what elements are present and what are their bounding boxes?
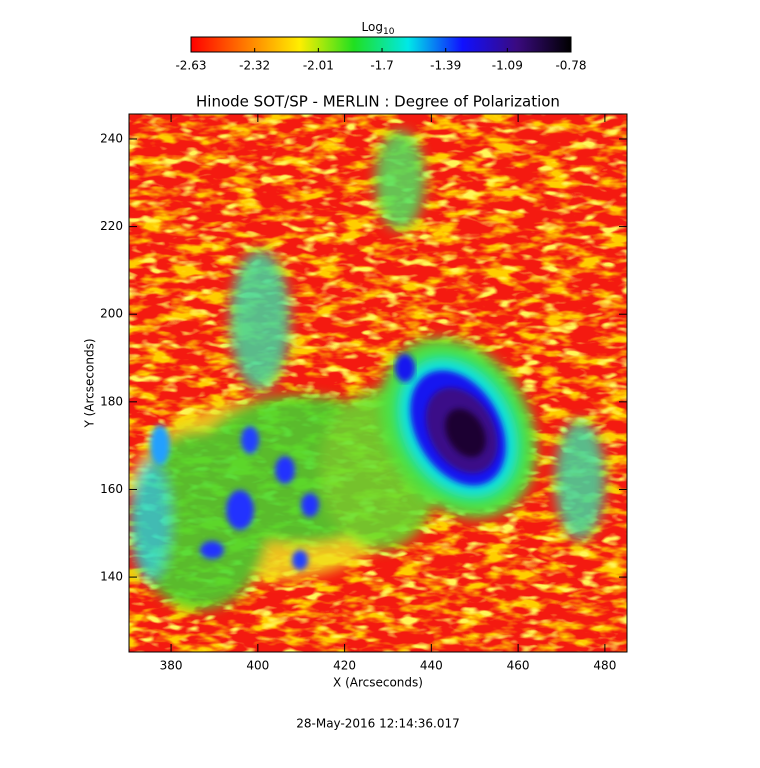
colorbar-tick-label: -2.63 — [175, 59, 206, 73]
colorbar-tick-label: -1.7 — [370, 59, 393, 73]
colorbar-label-sub: 10 — [383, 27, 395, 37]
plot-frame — [128, 113, 628, 653]
chart-title: Hinode SOT/SP - MERLIN : Degree of Polar… — [196, 93, 560, 111]
y-tick-label: 180 — [100, 394, 123, 408]
colorbar-label-base: Log — [362, 20, 383, 34]
colorbar-label: Log10 — [362, 20, 395, 37]
colorbar-ticks: -2.63 -2.32 -2.01 -1.7 -1.39 -1.09 -0.78 — [175, 48, 587, 73]
x-axis-label: X (Arcseconds) — [333, 676, 423, 690]
x-tick-label: 400 — [246, 659, 269, 673]
y-axis-label: Y (Arcseconds) — [83, 338, 97, 428]
y-tick-label: 220 — [100, 219, 123, 233]
colorbar-tick-label: -0.78 — [555, 59, 586, 73]
footer-date: 28-May-2016 12:14:36.017 — [296, 717, 460, 731]
y-tick-label: 240 — [100, 131, 123, 145]
x-tick-label: 480 — [593, 659, 616, 673]
colorbar-tick-label: -1.39 — [430, 59, 461, 73]
y-tick-label: 160 — [100, 482, 123, 496]
x-tick-label: 460 — [507, 659, 530, 673]
colorbar-tick-label: -2.32 — [239, 59, 270, 73]
colorbar-tick-label: -1.09 — [492, 59, 523, 73]
y-tick-label: 200 — [100, 307, 123, 321]
x-tick-label: 380 — [160, 659, 183, 673]
colorbar — [190, 36, 572, 53]
heatmap-image — [129, 114, 627, 652]
y-tick-label: 140 — [100, 570, 123, 584]
axes: 380 400 420 440 460 480 140 160 180 200 220 240 — [100, 114, 627, 673]
x-tick-label: 440 — [420, 659, 443, 673]
x-tick-label: 420 — [333, 659, 356, 673]
colorbar-tick-label: -2.01 — [303, 59, 334, 73]
